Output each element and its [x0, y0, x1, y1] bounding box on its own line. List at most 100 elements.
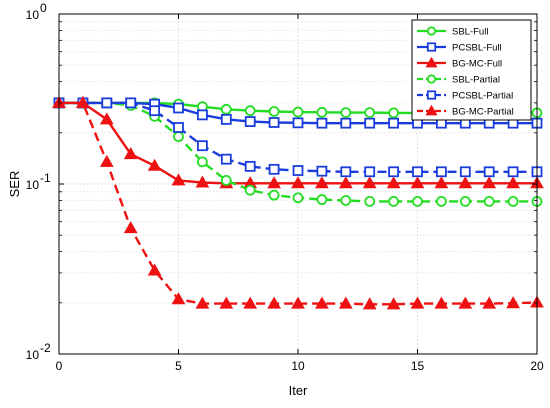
data-point [340, 195, 352, 206]
data-point [268, 106, 280, 117]
data-point [483, 196, 495, 207]
data-point [506, 176, 520, 189]
data-point [507, 166, 519, 178]
legend-marker [425, 56, 438, 68]
data-point [173, 122, 184, 133]
y-tick-label: 10 [26, 178, 40, 192]
data-point [482, 296, 497, 309]
data-point [435, 196, 447, 207]
data-point [220, 103, 232, 115]
series-sbl-partial [53, 97, 543, 207]
data-point [364, 166, 376, 178]
data-point [386, 176, 401, 189]
data-point [244, 184, 256, 196]
x-tick-label: 0 [56, 359, 63, 373]
data-point [340, 166, 352, 178]
legend-item: BG-MC-Full [417, 56, 502, 70]
data-point [507, 196, 519, 207]
data-point [316, 165, 328, 177]
data-point [123, 147, 138, 160]
legend: SBL-Full PCSBL-Full BG-MC-Full SBL-Partial P… [411, 19, 532, 121]
data-point [388, 166, 400, 178]
data-point [292, 192, 304, 204]
legend-label: SBL-Partial [452, 75, 500, 86]
x-tick-label: 5 [175, 359, 182, 373]
y-tick-label: 10 [26, 348, 40, 362]
legend-label: PCSBL-Partial [452, 91, 513, 102]
legend-item: SBL-Full [417, 26, 488, 38]
legend-item: PCSBL-Full [417, 42, 502, 54]
data-point [173, 131, 184, 143]
data-point [459, 196, 471, 207]
data-point [388, 107, 400, 119]
data-point [76, 95, 90, 108]
legend-marker [426, 42, 437, 52]
data-point [410, 296, 425, 309]
data-point [195, 296, 210, 309]
data-point [99, 154, 114, 167]
data-point [315, 176, 329, 189]
data-point [459, 166, 471, 178]
data-point [196, 109, 208, 121]
data-point [268, 189, 280, 201]
legend-item: SBL-Partial [417, 74, 500, 86]
data-point [196, 140, 208, 152]
legend-item: BG-MC-Partial [417, 104, 514, 118]
data-point [388, 117, 400, 129]
series-bg-mc-partial [52, 95, 544, 310]
data-point [195, 175, 210, 188]
data-point [434, 296, 449, 309]
x-axis-label: Iter [289, 383, 308, 398]
data-point [101, 97, 113, 109]
data-point [125, 97, 137, 109]
y-tick-label-exponent: -1 [40, 171, 51, 185]
y-tick-label-exponent: 0 [40, 1, 47, 15]
legend-label: PCSBL-Full [452, 43, 502, 54]
legend-label: BG-MC-Partial [452, 107, 514, 118]
data-point [267, 296, 281, 309]
data-point [364, 196, 376, 207]
data-point [340, 107, 352, 119]
data-point [220, 153, 232, 165]
series-line [59, 101, 538, 306]
data-point [171, 292, 186, 305]
data-point [364, 107, 376, 119]
data-point [99, 112, 114, 125]
data-point [483, 166, 495, 178]
data-point [292, 106, 304, 118]
data-point [149, 105, 161, 117]
data-point [362, 176, 377, 189]
data-point [267, 176, 281, 189]
data-point [173, 102, 184, 114]
data-point [268, 117, 280, 128]
data-point [410, 176, 425, 189]
data-point [244, 105, 256, 117]
legend-marker [426, 90, 437, 100]
data-point [292, 117, 304, 129]
data-point [340, 117, 352, 129]
data-point [362, 297, 377, 310]
y-tick-label-exponent: -2 [40, 341, 51, 355]
data-point [315, 296, 329, 309]
data-point [171, 173, 186, 186]
data-point [388, 196, 400, 207]
data-point [147, 158, 162, 171]
data-point [244, 116, 256, 127]
data-point [434, 176, 449, 189]
data-point [244, 160, 256, 172]
x-tick-label: 10 [291, 359, 305, 373]
data-point [316, 117, 328, 129]
x-tick-label: 15 [411, 359, 425, 373]
legend-label: BG-MC-Full [452, 59, 502, 70]
data-point [219, 296, 234, 309]
data-point [458, 176, 473, 189]
x-tick-label: 20 [530, 359, 544, 373]
data-point [482, 176, 497, 189]
data-point [268, 163, 280, 175]
data-point [386, 297, 401, 310]
legend-marker [425, 104, 438, 116]
data-point [220, 113, 232, 125]
data-point [506, 296, 520, 309]
data-point [292, 165, 304, 176]
legend-item: PCSBL-Partial [417, 90, 513, 102]
